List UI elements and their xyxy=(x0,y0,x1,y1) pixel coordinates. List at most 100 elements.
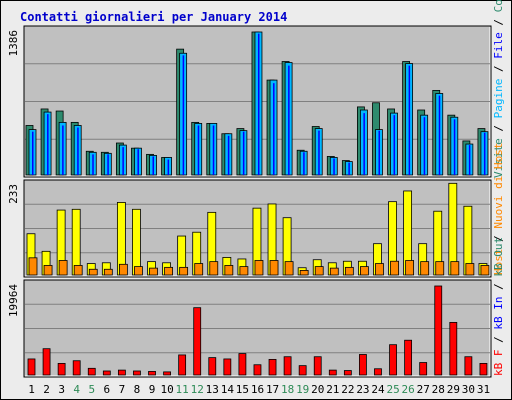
y-max-label: 1386 xyxy=(7,30,20,57)
bar-nuovi-host xyxy=(194,263,204,276)
y-max-label: 19964 xyxy=(7,284,20,317)
bar-nuovi-host xyxy=(480,265,490,276)
bar-kb xyxy=(313,356,322,376)
bar-file xyxy=(348,162,350,175)
bar-kb xyxy=(359,354,367,376)
bar-nuovi-host xyxy=(209,261,219,276)
x-tick-label: 30 xyxy=(462,383,475,396)
x-tick-label: 24 xyxy=(371,383,385,396)
bar-nuovi-host xyxy=(164,266,173,276)
bar-file xyxy=(408,65,411,175)
bar-file xyxy=(423,117,426,175)
bar-kb xyxy=(238,353,247,376)
bar-file xyxy=(438,95,441,175)
bar-nuovi-host xyxy=(375,263,384,276)
legend-entry: File xyxy=(492,32,505,59)
bar-nuovi-host xyxy=(239,266,249,276)
legend-entry: Contatti xyxy=(492,0,505,12)
bar-file xyxy=(453,119,456,175)
bar-kb xyxy=(374,368,382,376)
bar-kb xyxy=(328,369,337,376)
x-tick-label: 27 xyxy=(417,383,430,396)
bar-nuovi-host xyxy=(405,260,415,276)
x-tick-label: 29 xyxy=(447,383,460,396)
bar-kb xyxy=(163,371,171,376)
bar-file xyxy=(122,147,124,175)
bar-file xyxy=(167,159,170,175)
bar-nuovi-host xyxy=(344,266,354,276)
x-tick-label: 16 xyxy=(251,383,264,396)
bar-kb xyxy=(434,285,443,376)
bar-file xyxy=(32,131,34,175)
legend-entry: / xyxy=(492,59,505,79)
x-tick-label: 13 xyxy=(206,383,219,396)
bar-nuovi-host xyxy=(329,267,339,276)
legend-entry: kB F xyxy=(492,350,505,377)
legend-kbytes: kB F / kB In / kB Out xyxy=(492,237,505,376)
x-tick-label: 4 xyxy=(73,383,80,396)
bar-kb xyxy=(253,364,262,376)
bar-kb xyxy=(178,354,187,376)
bar-kb xyxy=(223,358,232,376)
bar-nuovi-host xyxy=(284,261,294,276)
bar-kb xyxy=(419,362,428,376)
legend-hits: Visite / Pagine / File / Contatti xyxy=(492,0,505,178)
bar-kb xyxy=(148,371,156,376)
x-tick-label: 28 xyxy=(432,383,445,396)
bar-kb xyxy=(343,370,352,376)
bar-file xyxy=(227,135,230,175)
bar-file xyxy=(62,125,64,175)
bar-nuovi-host xyxy=(390,260,399,276)
x-tick-label: 6 xyxy=(104,383,111,396)
legend-entry: / xyxy=(492,12,505,32)
bar-nuovi-host xyxy=(103,268,113,276)
y-max-label: 233 xyxy=(7,184,20,204)
bar-file xyxy=(137,149,139,175)
bar-nuovi-host xyxy=(435,261,445,276)
x-tick-label: 1 xyxy=(28,383,35,396)
bar-file xyxy=(303,152,305,175)
legend-entry: kB Out xyxy=(492,237,505,277)
x-tick-label: 12 xyxy=(191,383,204,396)
bar-file xyxy=(483,132,486,175)
x-tick-label: 5 xyxy=(88,383,95,396)
x-tick-label: 2 xyxy=(43,383,50,396)
chart-title: Contatti giornalieri per January 2014 xyxy=(20,10,288,24)
bar-nuovi-host xyxy=(118,263,128,276)
bar-file xyxy=(257,33,260,176)
bar-nuovi-host xyxy=(299,270,309,276)
bar-file xyxy=(47,114,49,175)
bar-kb xyxy=(27,358,36,376)
legend-entry: Pagine xyxy=(492,79,505,119)
bar-nuovi-host xyxy=(73,265,83,276)
bar-nuovi-host xyxy=(254,260,264,276)
x-tick-label: 15 xyxy=(236,383,249,396)
bar-kb xyxy=(389,344,397,376)
bar-nuovi-host xyxy=(420,261,430,276)
bar-kb xyxy=(193,307,202,376)
legend-hosts: Host / Nuovi di Host xyxy=(492,143,505,275)
x-tick-label: 8 xyxy=(134,383,141,396)
bar-file xyxy=(333,158,335,175)
bar-kb xyxy=(208,357,217,376)
bar-kb xyxy=(57,363,66,376)
x-tick-label: 7 xyxy=(119,383,126,396)
x-tick-label: 21 xyxy=(326,383,339,396)
x-tick-label: 26 xyxy=(402,383,415,396)
bar-nuovi-host xyxy=(179,266,189,276)
bar-file xyxy=(107,154,109,175)
x-tick-label: 18 xyxy=(281,383,294,396)
bar-kb xyxy=(404,339,413,376)
bar-nuovi-host xyxy=(43,265,53,276)
bar-file xyxy=(92,154,94,175)
bar-kb xyxy=(268,358,277,376)
x-tick-label: 19 xyxy=(296,383,309,396)
bar-file xyxy=(393,115,396,175)
bar-file xyxy=(273,83,275,175)
bar-kb xyxy=(479,363,488,376)
bar-host xyxy=(132,208,141,276)
x-tick-label: 14 xyxy=(221,383,235,396)
bar-kb xyxy=(102,370,111,376)
legend-entry: / xyxy=(492,277,505,297)
